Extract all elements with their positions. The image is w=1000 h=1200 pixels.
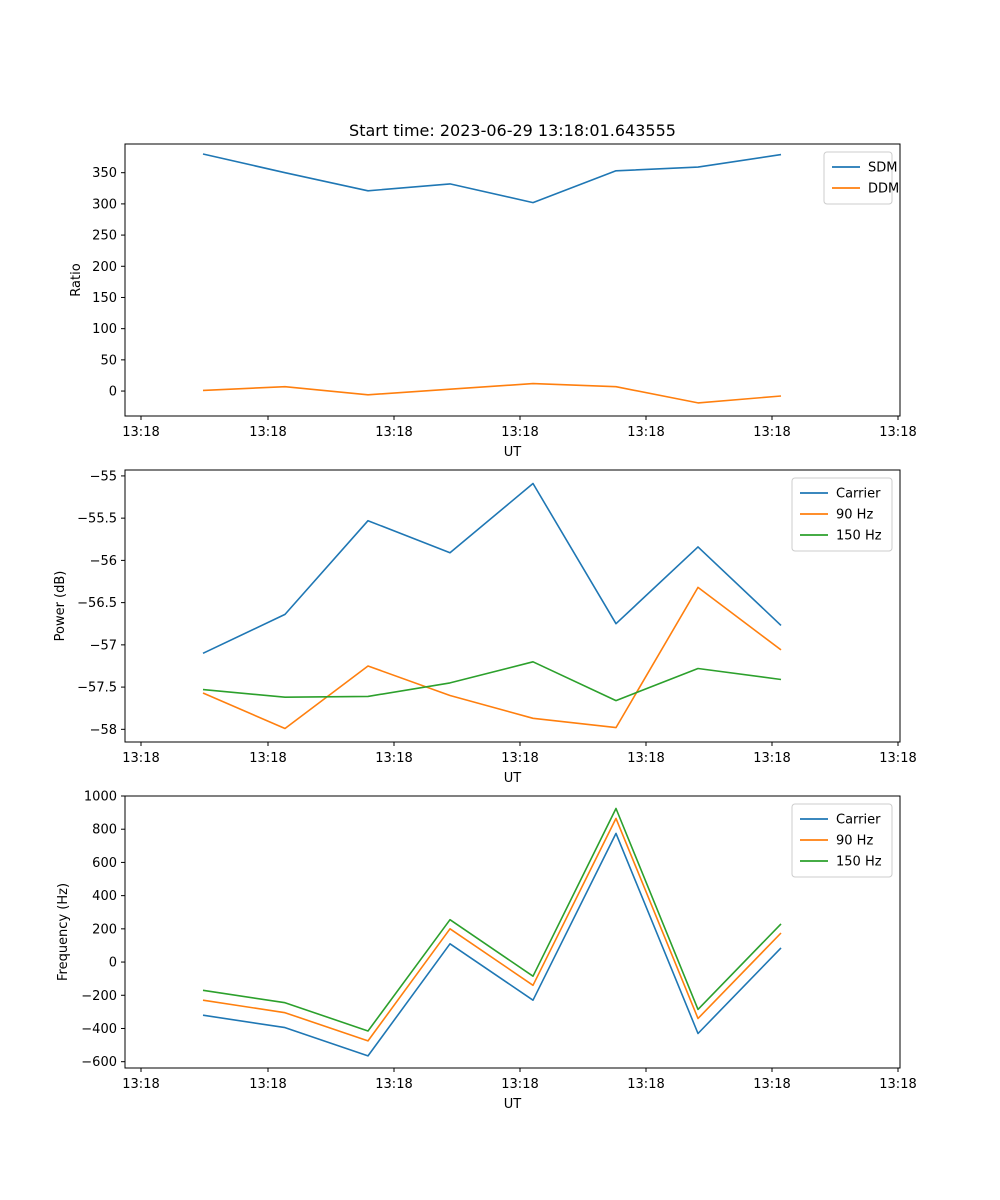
y-tick-label: 50 — [100, 353, 117, 368]
legend: Carrier 90 Hz 150 Hz — [791, 803, 893, 878]
legend: SDM DDM — [823, 151, 899, 205]
x-tick-label: 13:18 — [501, 1077, 538, 1092]
y-tick-label: 200 — [92, 922, 117, 937]
y-tick-label: −57 — [90, 638, 117, 653]
x-tick-label: 13:18 — [501, 425, 538, 440]
series-line-carrier — [202, 482, 782, 655]
legend-label: 90 Hz — [836, 508, 873, 523]
y-axis-label: Power (dB) — [53, 571, 68, 642]
plot-frame — [124, 469, 901, 743]
series-line-90-hz — [202, 586, 782, 730]
x-axis-label: UT — [504, 1097, 522, 1112]
y-tick-label: 200 — [92, 260, 117, 275]
series-line-ddm — [202, 382, 782, 404]
y-tick-label: −58 — [90, 723, 117, 738]
series-line-150-hz — [202, 660, 782, 702]
y-tick-label: −600 — [81, 1055, 117, 1070]
x-tick-label: 13:18 — [753, 1077, 790, 1092]
y-tick-label: 150 — [92, 291, 117, 306]
x-tick-label: 13:18 — [249, 751, 286, 766]
plot-frame — [124, 795, 901, 1069]
y-tick-label: 300 — [92, 197, 117, 212]
y-tick-label: 400 — [92, 889, 117, 904]
legend-label: DDM — [868, 182, 899, 197]
chart-title: Start time: 2023-06-29 13:18:01.643555 — [349, 121, 676, 140]
y-tick-label: 800 — [92, 823, 117, 838]
x-tick-label: 13:18 — [627, 1077, 664, 1092]
y-tick-label: −200 — [81, 989, 117, 1004]
chart-panel-frequency: UT Frequency (Hz) −600 −400 −200 0 200 400 600… — [56, 790, 917, 1113]
y-tick-label: −56 — [90, 554, 117, 569]
y-tick-label: 1000 — [84, 790, 117, 805]
x-tick-label: 13:18 — [375, 425, 412, 440]
y-axis-label: Ratio — [69, 263, 84, 296]
chart-panel-power: UT Power (dB) −58 −57.5 −57 −56.5 −56 −55.5 −5… — [53, 469, 917, 786]
legend-label: Carrier — [836, 487, 881, 502]
x-tick-label: 13:18 — [122, 1077, 159, 1092]
y-axis-label: Frequency (Hz) — [56, 883, 71, 981]
y-tick-label: 0 — [109, 385, 117, 400]
y-tick-label: −57.5 — [77, 681, 117, 696]
x-tick-label: 13:18 — [249, 1077, 286, 1092]
x-tick-label: 13:18 — [879, 751, 916, 766]
series-line-sdm — [202, 153, 782, 204]
y-tick-label: 600 — [92, 856, 117, 871]
y-tick-label: 250 — [92, 229, 117, 244]
x-tick-label: 13:18 — [753, 425, 790, 440]
plot-frame — [124, 143, 901, 417]
x-tick-label: 13:18 — [627, 425, 664, 440]
series-line-150-hz — [202, 807, 782, 1032]
y-tick-label: 0 — [109, 956, 117, 971]
y-tick-label: 100 — [92, 322, 117, 337]
chart-panel-ratio: Start time: 2023-06-29 13:18:01.643555 U… — [69, 121, 917, 460]
x-tick-label: 13:18 — [879, 1077, 916, 1092]
x-axis-label: UT — [504, 771, 522, 786]
y-tick-label: −56.5 — [77, 596, 117, 611]
x-tick-label: 13:18 — [122, 425, 159, 440]
legend-box — [791, 803, 893, 878]
series-line-90-hz — [202, 817, 782, 1042]
legend-label: SDM — [868, 161, 897, 176]
x-tick-label: 13:18 — [879, 425, 916, 440]
x-tick-label: 13:18 — [501, 751, 538, 766]
legend-label: 150 Hz — [836, 529, 882, 544]
y-tick-label: −400 — [81, 1022, 117, 1037]
x-tick-label: 13:18 — [627, 751, 664, 766]
y-tick-label: 350 — [92, 166, 117, 181]
x-tick-label: 13:18 — [249, 425, 286, 440]
legend-label: 150 Hz — [836, 855, 882, 870]
x-axis-label: UT — [504, 445, 522, 460]
y-tick-label: −55 — [90, 469, 117, 484]
x-tick-label: 13:18 — [122, 751, 159, 766]
legend-label: 90 Hz — [836, 834, 873, 849]
x-tick-label: 13:18 — [375, 1077, 412, 1092]
x-tick-label: 13:18 — [753, 751, 790, 766]
y-tick-label: −55.5 — [77, 512, 117, 527]
series-line-carrier — [202, 832, 782, 1057]
legend-label: Carrier — [836, 813, 881, 828]
legend-box — [791, 477, 893, 552]
x-tick-label: 13:18 — [375, 751, 412, 766]
legend: Carrier 90 Hz 150 Hz — [791, 477, 893, 552]
legend-box — [823, 151, 893, 205]
